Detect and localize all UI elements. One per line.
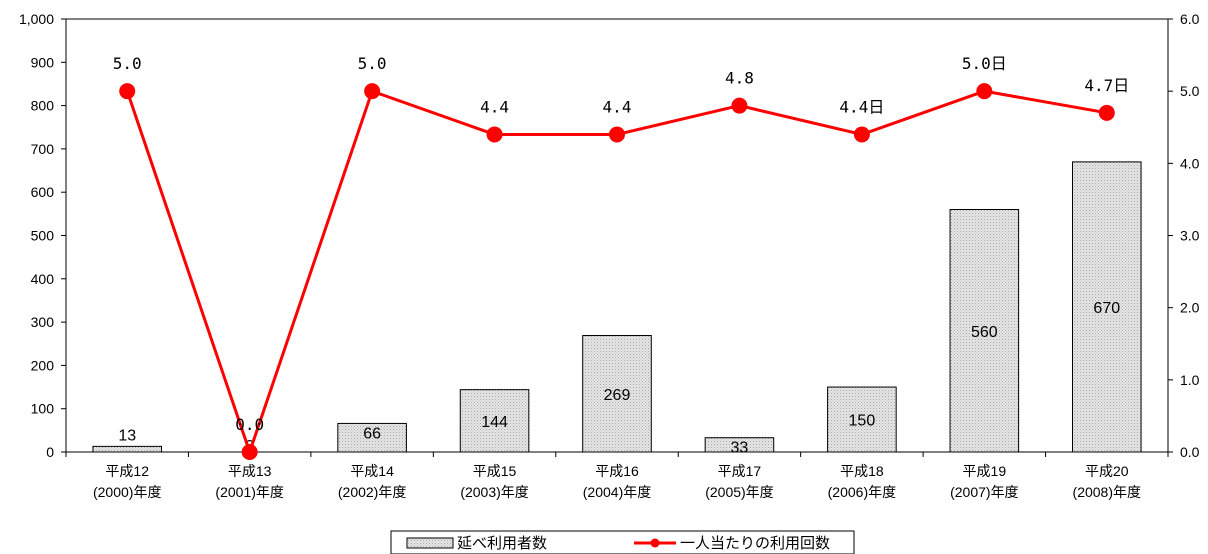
y-left-tick-label: 500 <box>31 228 55 244</box>
bar-data-label: 13 <box>118 427 136 444</box>
bar-data-label: 670 <box>1093 300 1120 317</box>
line-point <box>364 83 381 100</box>
bar <box>337 422 407 453</box>
y-right-tick-label: 6.0 <box>1180 11 1200 27</box>
bar-data-label: 144 <box>481 414 508 431</box>
line-data-label: 5.0日 <box>962 54 1007 73</box>
bar-data-label: 66 <box>363 425 381 442</box>
x-tick-label: 平成15 (2003)年度 <box>460 463 528 500</box>
line-data-label: 4.4 <box>603 97 632 116</box>
y-left-tick-label: 900 <box>31 54 55 70</box>
line-point <box>609 126 625 143</box>
line-point <box>486 126 503 143</box>
x-tick-label: 平成12 (2000)年度 <box>93 463 161 500</box>
bar <box>582 335 652 453</box>
y-right-tick-label: 2.0 <box>1180 300 1200 316</box>
y-left-tick-label: 400 <box>31 271 55 287</box>
bar-data-label: 269 <box>604 387 631 404</box>
legend-label-bars: 延べ利用者数 <box>457 535 547 552</box>
y-left-tick-label: 1,000 <box>19 11 54 27</box>
line-point <box>119 83 136 100</box>
y-left-tick-label: 300 <box>31 314 55 330</box>
y-right-tick-label: 0.0 <box>1180 444 1200 460</box>
bar <box>827 386 897 453</box>
line-data-label: 4.8 <box>725 69 754 88</box>
line-point <box>976 83 993 100</box>
bar <box>949 209 1020 453</box>
line-point <box>853 126 870 143</box>
legend-bar-swatch <box>406 537 454 549</box>
legend-label-line: 一人当たりの利用回数 <box>680 535 830 552</box>
y-left-tick-label: 600 <box>31 184 55 200</box>
x-tick-label: 平成19 (2007)年度 <box>950 463 1018 500</box>
y-right-tick-label: 3.0 <box>1180 228 1200 244</box>
y-left-tick-label: 200 <box>31 357 55 373</box>
bar <box>704 437 775 453</box>
y-left-tick-label: 700 <box>31 141 55 157</box>
bar <box>1071 161 1142 453</box>
line-point <box>1098 104 1115 121</box>
line-data-label: 5.0 <box>358 54 387 73</box>
bar <box>459 389 530 453</box>
line-data-label: 4.4日 <box>839 97 884 116</box>
y-left-tick-label: 800 <box>31 98 55 114</box>
y-right-tick-label: 5.0 <box>1180 83 1200 99</box>
x-tick-label: 平成14 (2002)年度 <box>338 463 406 500</box>
y-left-tick-label: 100 <box>31 401 55 417</box>
y-right-tick-label: 4.0 <box>1180 155 1200 171</box>
line-data-label: 0.0 <box>235 415 264 434</box>
bar-data-label: 33 <box>731 440 749 457</box>
line-data-label: 4.4 <box>480 97 509 116</box>
line-point <box>731 97 748 114</box>
y-left-tick-label: 0 <box>46 444 54 460</box>
bar <box>92 445 163 453</box>
line-data-label: 5.0 <box>113 54 142 73</box>
x-tick-label: 平成13 (2001)年度 <box>215 463 283 500</box>
bar-data-label: 560 <box>971 324 998 341</box>
line-point <box>241 444 258 460</box>
x-tick-label: 平成18 (2006)年度 <box>828 463 896 500</box>
y-right-tick-label: 1.0 <box>1180 372 1200 388</box>
x-tick-label: 平成16 (2004)年度 <box>583 463 651 500</box>
x-tick-label: 平成20 (2008)年度 <box>1073 463 1141 500</box>
x-tick-label: 平成17 (2005)年度 <box>705 463 773 500</box>
legend <box>390 530 855 554</box>
bar-data-label: 150 <box>849 413 876 430</box>
legend-line-marker <box>650 538 660 548</box>
line-data-label: 4.7日 <box>1084 76 1129 95</box>
